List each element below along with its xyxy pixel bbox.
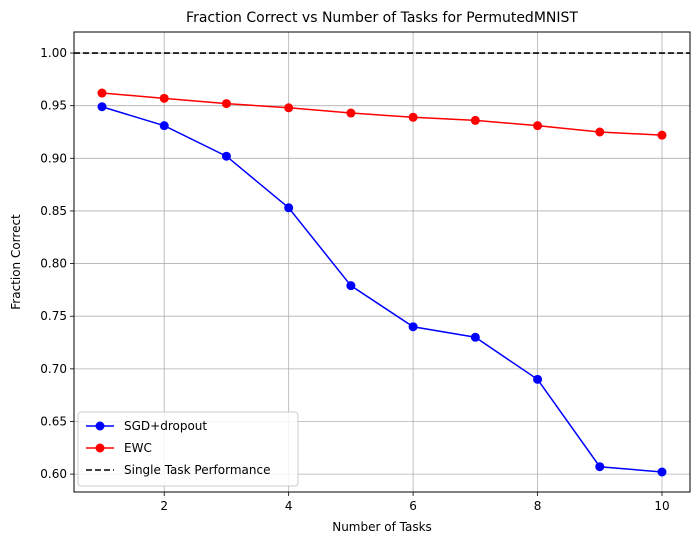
legend-entry: SGD+dropout [86, 419, 207, 433]
data-point-ewc [346, 108, 356, 118]
legend-box [77, 411, 299, 487]
data-point-sgd-dropout [346, 281, 356, 291]
legend-label: SGD+dropout [124, 419, 207, 433]
data-point-ewc [595, 127, 605, 137]
legend-label: Single Task Performance [124, 463, 270, 477]
data-point-sgd-dropout [284, 203, 294, 213]
data-point-sgd-dropout [470, 332, 480, 342]
y-tick-label: 0.70 [40, 362, 67, 376]
plot-frame [73, 31, 691, 493]
x-tick-label: 2 [160, 499, 168, 513]
data-point-ewc [657, 130, 667, 140]
axis-ticks: 2 4 6 8 10 0.60 0.65 0.70 0.75 0.80 0.85 0.90 0.95 1.… [40, 46, 669, 513]
series-line-sgd-dropout [101, 106, 663, 473]
data-point-ewc [408, 112, 418, 122]
series-ewc [97, 88, 667, 140]
y-tick-label: 1.00 [40, 46, 67, 60]
data-point-sgd-dropout [97, 102, 107, 112]
data-point-sgd-dropout [408, 322, 418, 332]
data-point-ewc [284, 103, 294, 113]
y-tick-label: 0.90 [40, 151, 67, 165]
x-tick-label: 6 [409, 499, 417, 513]
data-point-ewc [159, 93, 169, 103]
y-tick-label: 0.80 [40, 257, 67, 271]
x-tick-label: 10 [654, 499, 669, 513]
y-tick-label: 0.95 [40, 99, 67, 113]
y-tick-label: 0.75 [40, 309, 67, 323]
legend-entry: Single Task Performance [86, 463, 270, 477]
x-axis-label: Number of Tasks [332, 520, 432, 534]
data-point-sgd-dropout [657, 467, 667, 477]
data-point-ewc [470, 115, 480, 125]
legend-label: EWC [124, 441, 152, 455]
series-sgd-dropout [97, 102, 667, 477]
data-point-ewc [97, 88, 107, 98]
x-tick-label: 8 [534, 499, 542, 513]
y-tick-label: 0.85 [40, 204, 67, 218]
legend: SGD+dropout EWC Single Task Performance [77, 411, 299, 487]
legend-marker [95, 421, 105, 431]
data-point-ewc [221, 99, 231, 109]
data-point-sgd-dropout [221, 151, 231, 161]
y-axis-label: Fraction Correct [9, 214, 23, 310]
data-point-sgd-dropout [159, 121, 169, 131]
x-tick-label: 4 [285, 499, 293, 513]
legend-entry: EWC [86, 441, 152, 455]
data-point-sgd-dropout [595, 462, 605, 472]
legend-marker [95, 443, 105, 453]
y-tick-label: 0.60 [40, 467, 67, 481]
data-point-sgd-dropout [533, 374, 543, 384]
data-point-ewc [533, 121, 543, 131]
series-layer [97, 88, 667, 477]
series-line-ewc [101, 92, 663, 136]
y-tick-label: 0.65 [40, 414, 67, 428]
chart-title: Fraction Correct vs Number of Tasks for … [186, 10, 578, 26]
